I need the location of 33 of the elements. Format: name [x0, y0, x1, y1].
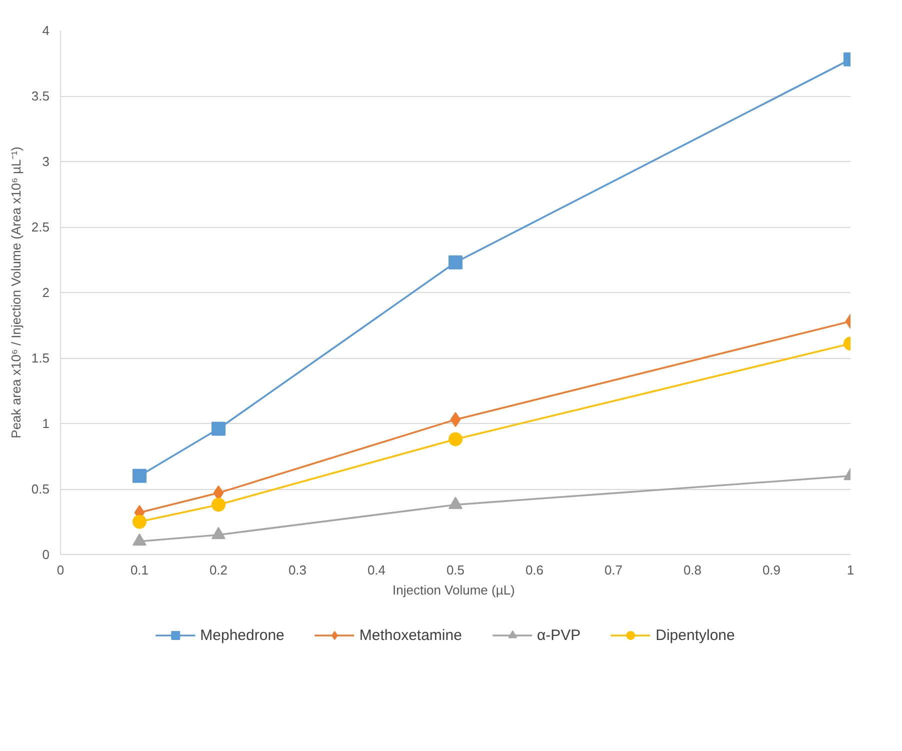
- legend-label: Dipentylone: [656, 626, 735, 644]
- x-tick-label: 0.9: [762, 562, 781, 578]
- x-tick-label: 0: [56, 562, 64, 578]
- y-tick-label: 4: [42, 23, 50, 38]
- point: [448, 255, 462, 270]
- x-tick-label: 0.4: [367, 562, 386, 578]
- point: [450, 412, 461, 428]
- y-tick-label: 0.5: [31, 482, 50, 496]
- y-tick-label: 3.5: [31, 88, 50, 104]
- y-tick-label: 0: [42, 547, 50, 562]
- y-tick-label: 1.5: [31, 350, 50, 366]
- y-tick-label: 2.5: [31, 220, 50, 234]
- y-tick-label: 2: [42, 285, 50, 300]
- x-tick-label: 0.5: [446, 562, 465, 578]
- legend-label: α-PVP: [536, 626, 581, 644]
- point: [212, 498, 226, 512]
- x-tick-label: 0.1: [130, 562, 149, 578]
- y-tick-label: 1: [42, 416, 50, 431]
- x-tick-label: 0.6: [525, 562, 544, 578]
- y-tick-label: 3: [42, 154, 50, 169]
- point: [212, 422, 226, 436]
- legend-label: Methoxetamine: [359, 626, 462, 644]
- y-axis-title: Peak area x10⁶ / Injection Volume (Area x10⁶ µL⁻¹): [8, 146, 24, 438]
- x-tick-label: 0.7: [604, 562, 623, 578]
- point: [132, 514, 146, 529]
- x-tick-label: 0.8: [683, 562, 702, 578]
- x-tick-label: 0.3: [288, 562, 307, 578]
- point: [132, 468, 146, 483]
- x-tick-label: 1: [846, 562, 854, 578]
- legend-label: Mephedrone: [200, 626, 284, 644]
- x-axis-title: Injection Volume (µL): [392, 582, 515, 598]
- x-tick-label: 0.2: [209, 562, 228, 578]
- point: [448, 432, 462, 446]
